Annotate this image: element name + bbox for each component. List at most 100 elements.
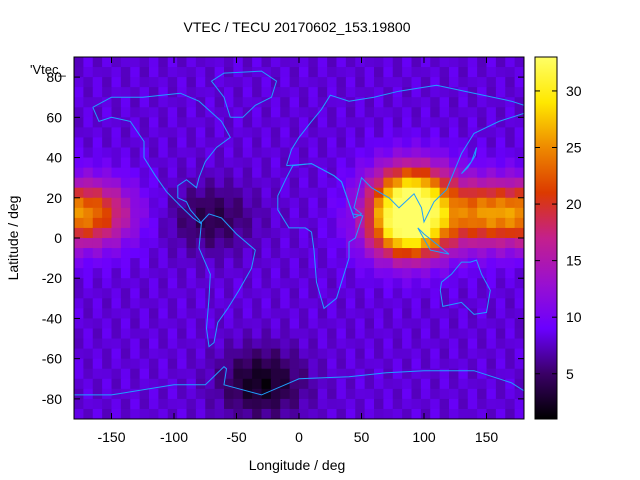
heatmap-cell	[402, 338, 413, 350]
heatmap-cell	[477, 268, 488, 279]
heatmap-cell	[458, 147, 469, 159]
heatmap-cell	[411, 288, 422, 299]
heatmap-cell	[158, 378, 169, 390]
heatmap-cell	[261, 318, 272, 330]
heatmap-cell	[92, 127, 103, 139]
chart-title: VTEC / TECU 20170602_153.19800	[183, 19, 410, 35]
heatmap-cell	[402, 117, 413, 128]
heatmap-cell	[130, 217, 141, 229]
heatmap-cell	[195, 398, 206, 410]
heatmap-cell	[495, 308, 506, 320]
heatmap-cell	[280, 338, 291, 350]
heatmap-cell	[345, 378, 356, 390]
heatmap-cell	[514, 338, 524, 350]
heatmap-cell	[177, 338, 188, 350]
heatmap-cell	[467, 207, 478, 219]
heatmap-cell	[289, 147, 300, 159]
heatmap-cell	[345, 278, 356, 289]
heatmap-cell	[195, 268, 206, 279]
heatmap-cell	[308, 227, 319, 239]
heatmap-cell	[224, 177, 234, 189]
heatmap-cell	[458, 187, 469, 199]
coastline-path	[92, 92, 231, 225]
heatmap-cell	[327, 77, 338, 88]
heatmap-cell	[252, 258, 263, 269]
heatmap-cell	[92, 318, 103, 330]
heatmap-cell	[514, 57, 524, 68]
heatmap-cell	[486, 57, 497, 68]
heatmap-cell	[280, 167, 291, 179]
heatmap-cell	[130, 197, 141, 209]
heatmap-cell	[299, 378, 309, 390]
heatmap-cell	[120, 177, 131, 189]
heatmap-cell	[439, 348, 450, 360]
heatmap-cell	[364, 147, 375, 159]
heatmap-cell	[102, 177, 113, 189]
heatmap-cell	[242, 187, 253, 199]
heatmap-cell	[214, 67, 225, 78]
heatmap-cell	[280, 268, 291, 279]
heatmap-cell	[345, 197, 356, 209]
heatmap-cell	[158, 348, 169, 360]
heatmap-cell	[214, 358, 225, 370]
heatmap-cell	[83, 338, 94, 350]
heatmap-cell	[102, 388, 113, 400]
heatmap-cell	[402, 298, 413, 309]
heatmap-cell	[392, 288, 403, 299]
heatmap-cell	[270, 67, 281, 78]
heatmap-cell	[214, 298, 225, 309]
heatmap-cell	[374, 388, 384, 400]
heatmap-cell	[83, 107, 94, 118]
heatmap-cell	[158, 97, 169, 108]
heatmap-cell	[327, 338, 338, 350]
heatmap-cell	[392, 408, 403, 419]
heatmap-cell	[186, 328, 197, 340]
heatmap-cell	[355, 87, 366, 98]
heatmap-cell	[167, 217, 178, 229]
heatmap-cell	[224, 117, 234, 128]
heatmap-cell	[308, 197, 319, 209]
heatmap-cell	[102, 217, 113, 229]
heatmap-cell	[102, 288, 113, 299]
heatmap-cell	[74, 278, 84, 289]
heatmap-cell	[345, 157, 356, 169]
heatmap-cell	[149, 258, 159, 269]
heatmap-cell	[514, 217, 524, 229]
heatmap-cell	[139, 137, 150, 149]
heatmap-cell	[289, 87, 300, 98]
heatmap-cell	[458, 107, 469, 118]
heatmap-cell	[420, 318, 431, 330]
heatmap-cell	[420, 177, 431, 189]
heatmap-cell	[177, 107, 188, 118]
heatmap-cell	[242, 308, 253, 320]
heatmap-cell	[270, 298, 281, 309]
heatmap-cell	[167, 117, 178, 128]
heatmap-cell	[486, 127, 497, 139]
heatmap-cell	[102, 187, 113, 199]
heatmap-cell	[224, 328, 234, 340]
heatmap-cell	[252, 177, 263, 189]
heatmap-cell	[336, 408, 347, 419]
heatmap-cell	[111, 378, 122, 390]
heatmap-cell	[289, 408, 300, 419]
heatmap-cell	[477, 308, 488, 320]
heatmap-cell	[420, 147, 431, 159]
heatmap-cell	[92, 298, 103, 309]
heatmap-cell	[252, 278, 263, 289]
heatmap-cell	[374, 187, 384, 199]
heatmap-cell	[233, 207, 244, 219]
heatmap-cell	[158, 117, 169, 128]
heatmap-cell	[308, 117, 319, 128]
heatmap-cell	[449, 217, 459, 229]
heatmap-cell	[261, 238, 272, 249]
heatmap-cell	[383, 238, 394, 249]
heatmap-cell	[186, 308, 197, 320]
heatmap-cell	[102, 328, 113, 340]
heatmap-cell	[495, 127, 506, 139]
heatmap-cell	[205, 117, 216, 128]
heatmap-cell	[83, 358, 94, 370]
heatmap-cell	[374, 147, 384, 159]
heatmap-cell	[514, 147, 524, 159]
heatmap-cell	[355, 398, 366, 410]
heatmap-cell	[158, 57, 169, 68]
